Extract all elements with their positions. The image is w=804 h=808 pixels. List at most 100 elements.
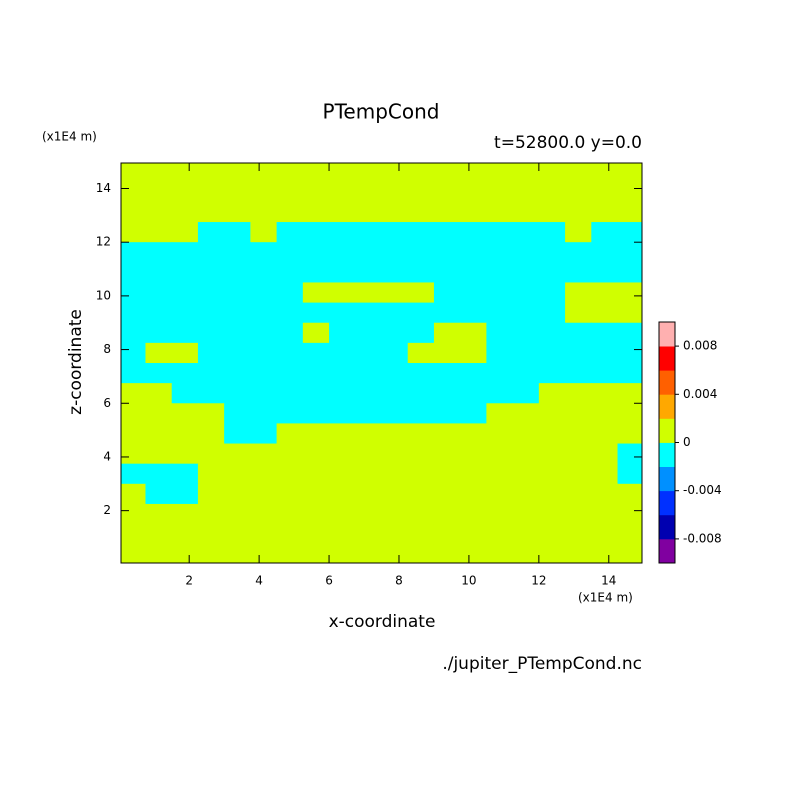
contour-cell xyxy=(460,403,487,425)
contour-cell xyxy=(121,181,147,203)
contour-cell xyxy=(145,262,173,284)
y-tick-label: 2 xyxy=(103,503,111,517)
contour-cell xyxy=(433,544,461,563)
contour-cell xyxy=(276,423,304,445)
contour-cell xyxy=(591,163,619,183)
contour-cell xyxy=(565,322,592,344)
contour-cell xyxy=(433,503,461,525)
contour-cell xyxy=(171,181,199,203)
contour-cell xyxy=(355,383,383,404)
colorbar-box xyxy=(659,538,675,564)
contour-cell xyxy=(302,262,330,284)
contour-cell xyxy=(538,463,566,485)
contour-cell xyxy=(433,342,461,364)
contour-cell xyxy=(381,544,409,563)
contour-cell xyxy=(121,322,147,344)
contour-cell xyxy=(329,544,356,563)
contour-cell xyxy=(171,463,199,485)
contour-cell xyxy=(407,222,435,243)
contour-cell xyxy=(121,262,147,284)
contour-cell xyxy=(224,282,251,304)
contour-cell xyxy=(276,201,304,223)
contour-cell xyxy=(617,483,642,505)
x-tick-label: 6 xyxy=(325,574,333,588)
contour-cell xyxy=(617,443,642,465)
contour-cell xyxy=(197,403,225,425)
contour-cell xyxy=(381,302,409,324)
contour-cell xyxy=(171,483,199,505)
y-tick-label: 12 xyxy=(96,235,111,249)
contour-cell xyxy=(121,201,147,223)
contour-cell xyxy=(171,242,199,263)
contour-cell xyxy=(145,242,173,263)
contour-cell xyxy=(617,322,642,344)
contour-cell xyxy=(381,181,409,203)
contour-cell xyxy=(355,242,383,263)
contour-cell xyxy=(250,342,278,364)
contour-cell xyxy=(276,222,304,243)
contour-cell xyxy=(197,463,225,485)
contour-cell xyxy=(538,423,566,445)
contour-cell xyxy=(460,342,487,364)
contour-cell xyxy=(302,423,330,445)
contour-cell xyxy=(145,222,173,243)
contour-cell xyxy=(538,524,566,545)
contour-cell xyxy=(197,322,225,344)
contour-cell xyxy=(145,302,173,324)
contour-cell xyxy=(276,302,304,324)
contour-cell xyxy=(591,282,619,304)
contour-cell xyxy=(329,163,356,183)
contour-cell xyxy=(538,383,566,404)
colorbar-tick-label: -0.008 xyxy=(683,531,722,545)
contour-cell xyxy=(276,163,304,183)
contour-cell xyxy=(591,302,619,324)
contour-cell xyxy=(250,222,278,243)
contour-cell xyxy=(329,181,356,203)
contour-cell xyxy=(486,524,514,545)
contour-cell xyxy=(381,463,409,485)
contour-cell xyxy=(302,463,330,485)
contour-cell xyxy=(145,524,173,545)
contour-cell xyxy=(381,163,409,183)
contour-cell xyxy=(433,463,461,485)
contour-cell xyxy=(460,423,487,445)
contour-cell xyxy=(433,403,461,425)
x-axis-label: x-coordinate xyxy=(329,612,436,632)
contour-cell xyxy=(224,242,251,263)
contour-field xyxy=(121,163,642,563)
contour-cell xyxy=(486,423,514,445)
contour-cell xyxy=(250,483,278,505)
y-tick-label: 10 xyxy=(96,288,111,302)
contour-cell xyxy=(250,443,278,465)
contour-cell xyxy=(145,181,173,203)
x-tick-label: 8 xyxy=(395,574,403,588)
contour-cell xyxy=(591,181,619,203)
colorbar-tick-label: 0 xyxy=(683,435,691,449)
contour-cell xyxy=(276,503,304,525)
contour-cell xyxy=(538,363,566,384)
contour-cell xyxy=(250,201,278,223)
x-unit: (x1E4 m) xyxy=(578,591,633,605)
contour-cell xyxy=(486,302,514,324)
contour-cell xyxy=(171,524,199,545)
contour-cell xyxy=(591,363,619,384)
contour-cell xyxy=(565,463,592,485)
contour-cell xyxy=(121,222,147,243)
contour-cell xyxy=(224,503,251,525)
contour-cell xyxy=(197,342,225,364)
contour-cell xyxy=(591,383,619,404)
contour-cell xyxy=(617,222,642,243)
plot-frame xyxy=(120,162,643,564)
contour-cell xyxy=(145,403,173,425)
contour-cell xyxy=(250,463,278,485)
contour-cell xyxy=(565,262,592,284)
contour-cell xyxy=(433,201,461,223)
contour-cell xyxy=(512,483,540,505)
contour-cell xyxy=(433,222,461,243)
contour-cell xyxy=(512,181,540,203)
contour-cell xyxy=(591,524,619,545)
contour-cell xyxy=(433,524,461,545)
contour-cell xyxy=(329,222,356,243)
contour-cell xyxy=(407,544,435,563)
contour-cell xyxy=(197,163,225,183)
